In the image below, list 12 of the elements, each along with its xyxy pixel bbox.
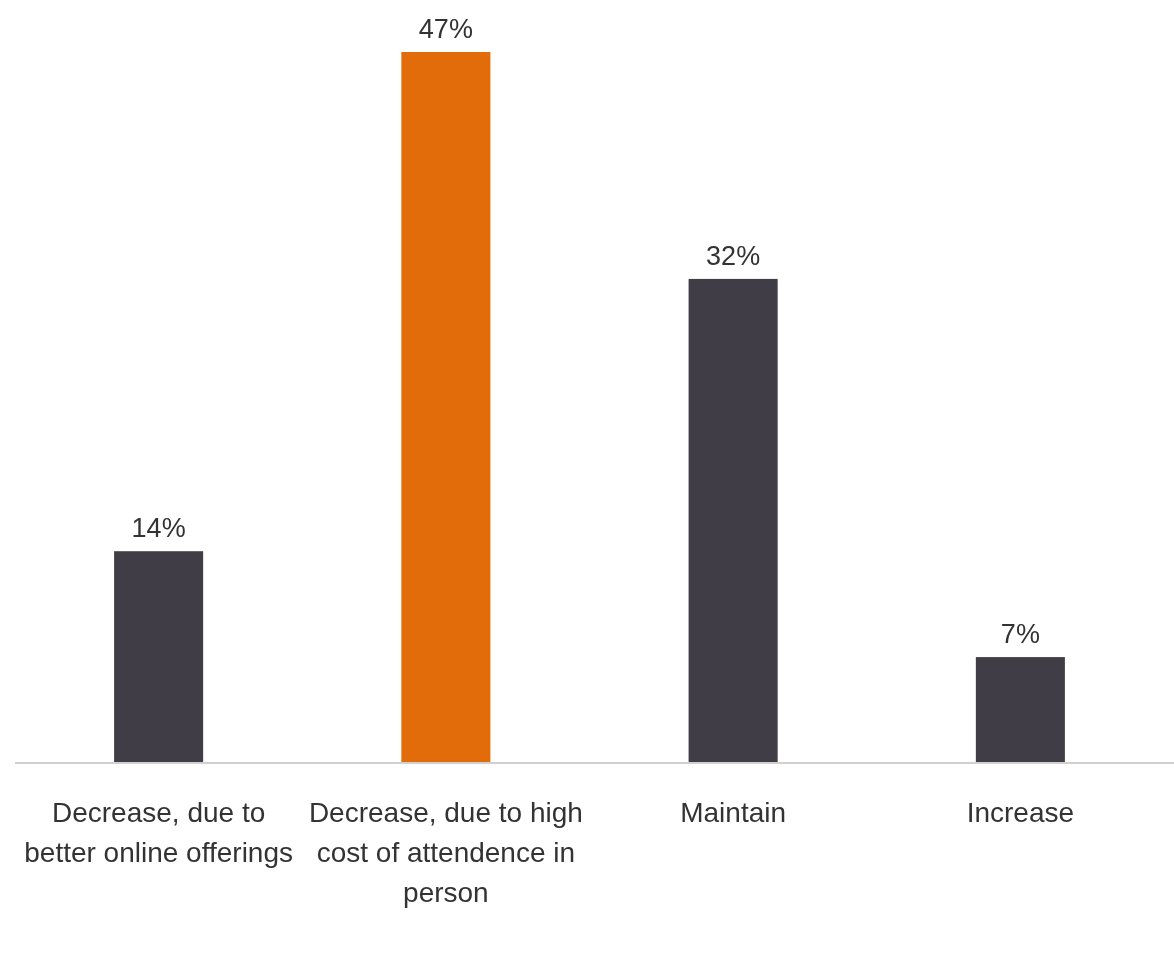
data-label: 14%	[131, 513, 186, 544]
x-tick-label: Decrease, due to high cost of attendence in person	[308, 797, 583, 908]
x-tick-label: Decrease, due to better online offerings	[24, 797, 294, 868]
bar	[114, 551, 204, 763]
data-label: 7%	[1000, 619, 1040, 650]
x-tick-label: Increase	[966, 797, 1075, 828]
x-tick-label: Maintain	[680, 797, 787, 828]
data-label: 32%	[706, 240, 761, 271]
bar	[401, 52, 491, 763]
bar	[688, 278, 778, 763]
data-label: 47%	[418, 14, 473, 44]
bar	[975, 657, 1065, 763]
